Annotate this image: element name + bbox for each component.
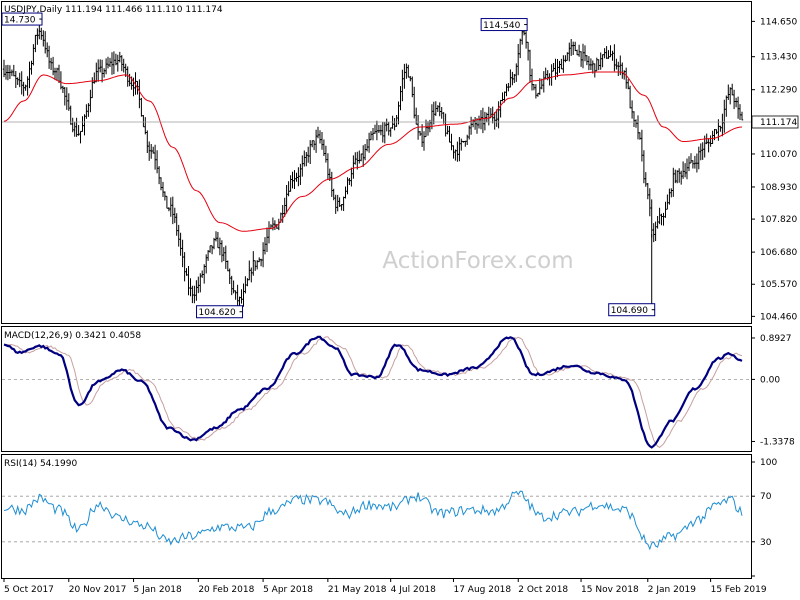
x-tick-label-8: 2 Oct 2018 [518,585,568,595]
x-tick-label-3: 20 Feb 2018 [198,585,254,595]
price-tick-label-5: 108.930 [760,183,797,193]
x-tick-label-4: 5 Apr 2018 [263,585,313,595]
price-tick-label-6: 107.820 [760,215,797,225]
axis-layer: 114.650 113.430 112.290 111.174 110.070 108.9… [3,17,799,595]
current-price-box [751,115,799,129]
price-tick-label-9: 104.460 [760,312,797,322]
price-layer: 14.730 114.540 104.620 104.690 [1,12,751,319]
watermark: ActionForex.com [382,248,573,274]
rsi-line [3,490,743,551]
price-tick-label-4: 110.070 [760,150,797,160]
price-panel-frame [1,1,752,324]
price-header: USDJPY,Daily 111.194 111.466 111.110 111… [4,5,223,15]
ohlc-bars [2,27,744,310]
macd-tick-label-1: 0.00 [760,375,780,385]
macd-layer [2,335,751,449]
rsi-tick-label-2: 30 [760,538,772,548]
x-tick-label-10: 2 Jan 2019 [648,585,696,595]
rsi-panel-frame [1,454,752,579]
price-tick-label-0: 114.650 [760,17,797,27]
annotation-label-3: 104.690 [611,306,648,316]
price-tick-label-8: 105.570 [760,280,797,290]
price-tick-label-3: 111.174 [760,118,797,128]
price-tick-label-2: 112.290 [760,86,797,96]
x-tick-label-2: 5 Jan 2018 [134,585,182,595]
price-tick-label-7: 106.680 [760,248,797,258]
rsi-layer [2,490,751,551]
x-tick-label-6: 4 Jul 2018 [391,585,436,595]
x-tick-label-9: 15 Nov 2018 [581,585,639,595]
x-tick-label-7: 17 Aug 2018 [453,585,511,595]
x-tick-label-11: 15 Feb 2019 [711,585,767,595]
x-tick-label-0: 5 Oct 2017 [4,585,54,595]
macd-panel-frame [1,326,752,452]
rsi-header: RSI(14) 54.1990 [4,459,77,469]
macd-tick-label-2: -1.3378 [760,437,795,447]
price-tick-label-1: 113.430 [760,53,797,63]
rsi-tick-label-0: 100 [760,458,777,468]
annotation-label-2: 104.620 [199,308,236,318]
moving-average-line [3,71,743,232]
x-tick-label-1: 20 Nov 2017 [69,585,127,595]
macd-line [3,335,743,449]
annotation-label-1: 114.540 [483,21,520,31]
x-tick-label-5: 21 May 2018 [328,585,387,595]
annotation-label-0: 14.730 [4,16,36,26]
macd-tick-label-0: 0.8927 [760,334,792,344]
macd-header: MACD(12,26,9) 0.3421 0.4058 [4,331,141,341]
rsi-tick-label-1: 70 [760,492,772,502]
